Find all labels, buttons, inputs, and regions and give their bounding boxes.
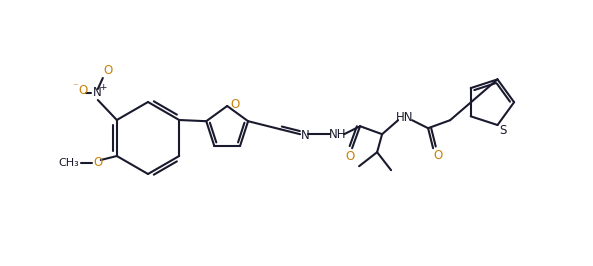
Text: CH₃: CH₃ [59,158,79,168]
Text: NH: NH [329,128,347,141]
Text: O: O [346,150,355,163]
Text: O: O [93,156,103,169]
Text: S: S [499,123,506,136]
Text: N: N [301,129,310,142]
Text: O: O [78,85,87,98]
Text: O: O [103,64,113,77]
Text: +: + [99,84,107,93]
Text: HN: HN [396,111,414,124]
Text: ⁻: ⁻ [72,82,78,92]
Text: O: O [231,98,240,111]
Text: N: N [93,86,101,99]
Text: O: O [433,149,443,162]
